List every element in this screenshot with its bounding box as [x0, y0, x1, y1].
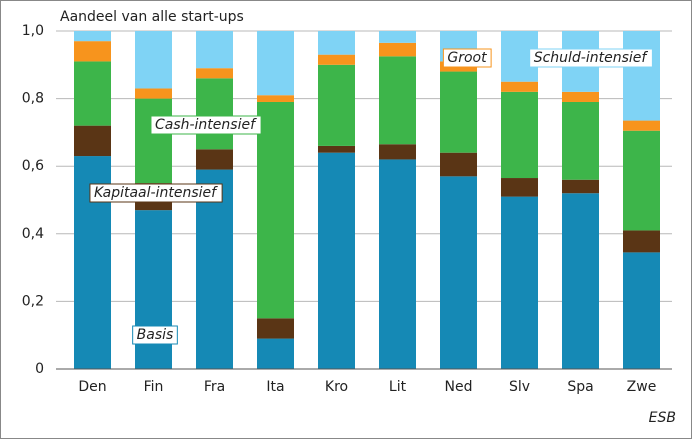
y-tick-label: 0,4	[22, 226, 44, 242]
chart-title: Aandeel van alle start-ups	[60, 9, 244, 25]
bar-segment	[440, 176, 477, 369]
bar-segment	[74, 41, 111, 62]
bar-segment	[135, 98, 172, 184]
x-tick-label: Slv	[509, 379, 530, 395]
bar-segment	[318, 152, 355, 369]
bar-segment	[501, 196, 538, 369]
x-tick-label: Den	[78, 379, 106, 395]
x-tick-label: Lit	[389, 379, 407, 395]
bar-segment	[74, 125, 111, 157]
bar-segment	[318, 31, 355, 55]
legend-box	[442, 48, 492, 68]
bar-segment	[135, 210, 172, 369]
bar-segment	[74, 61, 111, 126]
bar-segment	[318, 54, 355, 65]
x-tick-label: Zwe	[627, 379, 657, 395]
bar-segment	[501, 81, 538, 92]
bar-segment	[440, 71, 477, 153]
legend-box	[150, 115, 262, 135]
bar-segment	[379, 42, 416, 57]
bar-segment	[562, 91, 599, 102]
bar-segment	[379, 56, 416, 145]
bar-segment	[379, 31, 416, 43]
y-tick-label: 1,0	[22, 23, 44, 39]
bar-segment	[318, 145, 355, 153]
legend-label: Kapitaal-intensief	[94, 185, 218, 201]
bar-segment	[501, 178, 538, 197]
y-tick-label: 0,2	[22, 293, 44, 309]
legend-label: Cash-intensief	[155, 117, 257, 133]
bar-segment	[562, 193, 599, 369]
x-tick-label: Spa	[567, 379, 593, 395]
legend-label: Schuld-intensief	[534, 50, 649, 66]
bar-segment	[379, 159, 416, 369]
x-tick-label: Kro	[325, 379, 348, 395]
bar-segment	[562, 101, 599, 180]
bar-segment	[196, 31, 233, 69]
x-tick-label: Ita	[266, 379, 284, 395]
bar-segment	[196, 68, 233, 79]
y-tick-label: 0	[35, 361, 44, 377]
x-tick-label: Fra	[204, 379, 225, 395]
legend-box	[529, 48, 653, 68]
bar-segment	[74, 31, 111, 42]
bar-segment	[379, 144, 416, 160]
y-tick-label: 0,8	[22, 91, 44, 107]
bar-segment	[196, 169, 233, 369]
bar-segment	[257, 318, 294, 339]
x-tick-label: Ned	[445, 379, 473, 395]
bar-segment	[257, 95, 294, 102]
bar-segment	[318, 64, 355, 146]
source: ESB	[649, 410, 676, 426]
bar-segment	[623, 120, 660, 131]
bar-segment	[623, 252, 660, 369]
bar-segment	[623, 31, 660, 121]
bar-segment	[257, 31, 294, 96]
bar-segment	[257, 101, 294, 319]
bar-segment	[440, 152, 477, 177]
legend-box	[132, 325, 178, 345]
legend-label: Groot	[447, 50, 487, 66]
bar-segment	[196, 78, 233, 150]
bar-segment	[135, 88, 172, 99]
bar-segment	[501, 91, 538, 179]
bar-segment	[196, 149, 233, 170]
legend-box	[89, 183, 223, 203]
bar-segment	[135, 31, 172, 89]
legend-label: Basis	[137, 327, 174, 343]
bar-segment	[623, 230, 660, 253]
y-tick-label: 0,6	[22, 158, 44, 174]
bar-segment	[562, 179, 599, 194]
bar-segment	[623, 130, 660, 231]
x-tick-label: Fin	[144, 379, 164, 395]
bar-segment	[257, 338, 294, 369]
